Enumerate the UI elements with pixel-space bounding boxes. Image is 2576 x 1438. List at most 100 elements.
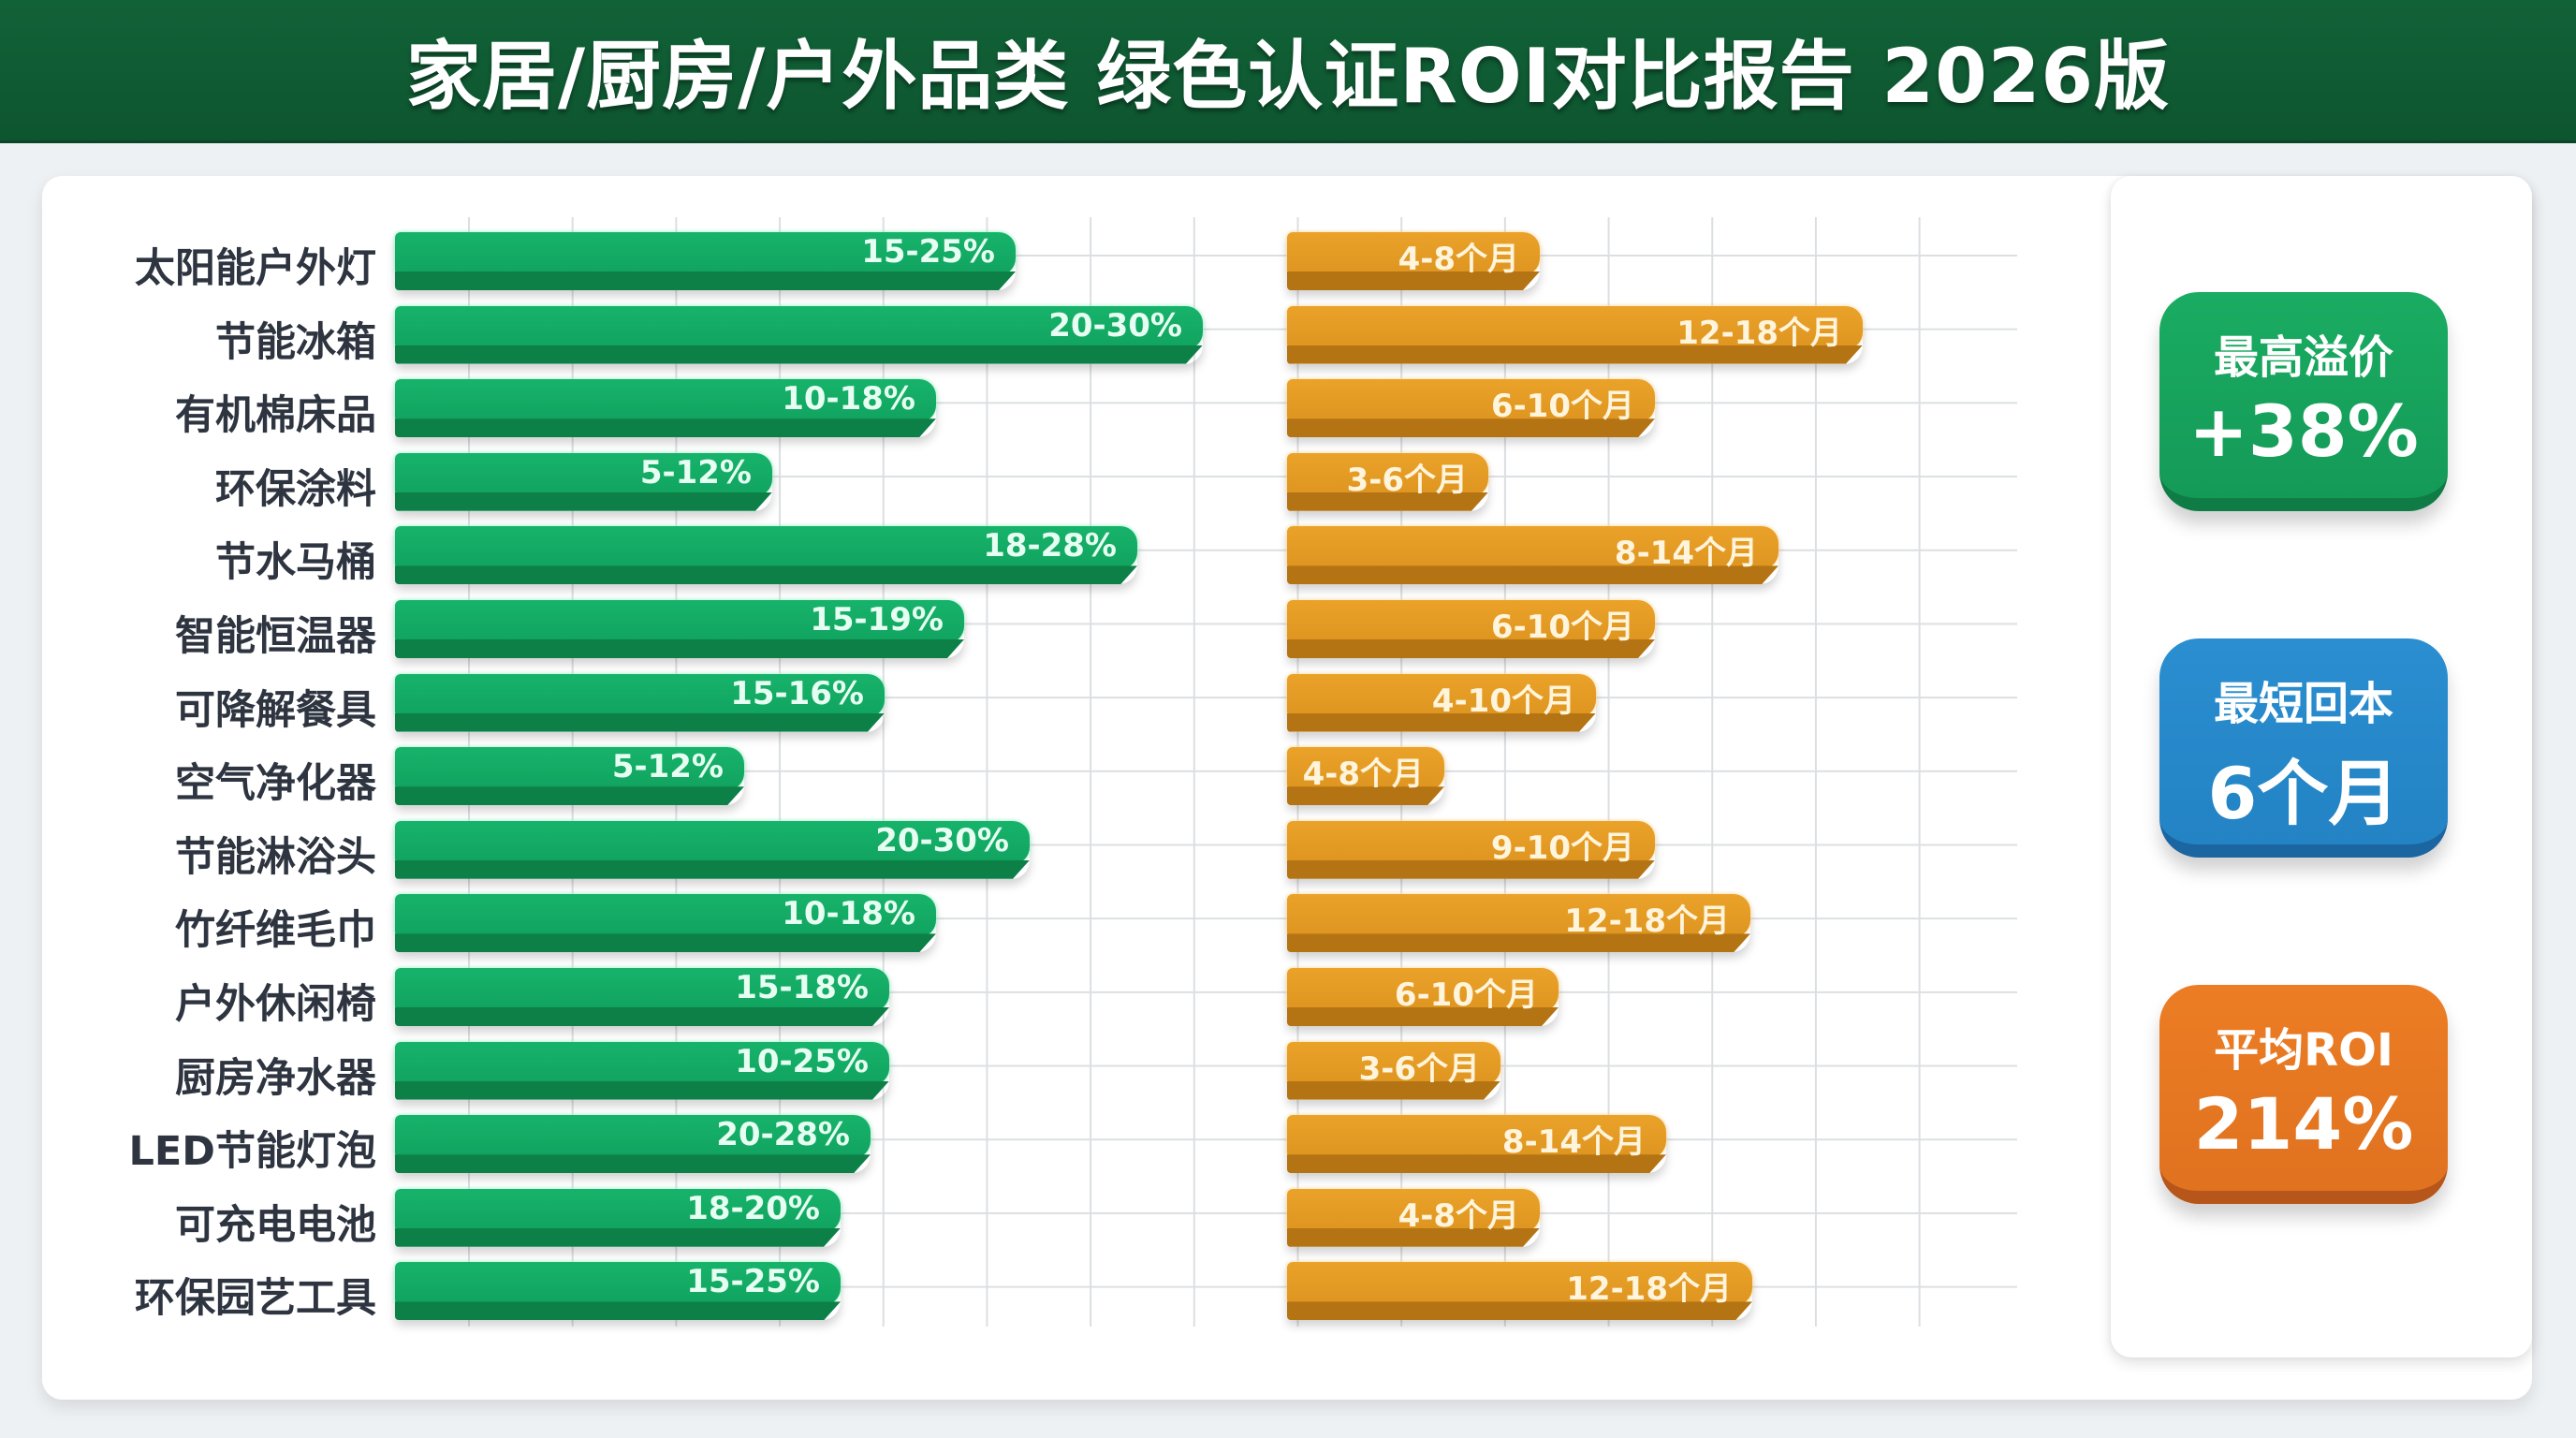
category-label: 可降解餐具 bbox=[175, 686, 376, 734]
premium-bar: 10-18% bbox=[395, 894, 936, 952]
bar-value-label: 5-12% bbox=[611, 748, 724, 786]
bar-face bbox=[1287, 379, 1655, 423]
bar-value-label: 4-10个月 bbox=[1431, 682, 1575, 720]
kpi-average-roi: 平均ROI 214% bbox=[2159, 985, 2448, 1204]
bar-value-label: 10-18% bbox=[782, 895, 915, 933]
premium-bar: 15-19% bbox=[395, 600, 964, 658]
category-label: 环保园艺工具 bbox=[135, 1275, 376, 1323]
payback-bar: 12-18个月 bbox=[1287, 894, 1750, 952]
bar-side bbox=[1287, 565, 1778, 584]
premium-bar: 15-25% bbox=[395, 1262, 841, 1320]
bar-face bbox=[1287, 1041, 1500, 1085]
bar-side bbox=[395, 639, 964, 658]
bar-side bbox=[395, 1301, 841, 1320]
bar-face bbox=[1287, 1188, 1540, 1232]
bar-value-label: 20-28% bbox=[716, 1116, 850, 1154]
chart-row: 可充电电池 18-20% 4-8个月 bbox=[0, 1188, 2576, 1249]
bar-value-label: 9-10个月 bbox=[1490, 829, 1634, 867]
bar-side bbox=[1287, 271, 1540, 290]
category-label: 可充电电池 bbox=[175, 1201, 376, 1249]
bar-face bbox=[395, 379, 936, 423]
kpi-title: 平均ROI bbox=[2214, 1024, 2393, 1077]
bar-face bbox=[395, 820, 1030, 864]
category-label: 厨房净水器 bbox=[175, 1054, 376, 1102]
bar-face bbox=[395, 673, 885, 717]
premium-bar: 5-12% bbox=[395, 747, 744, 805]
bar-face bbox=[1287, 673, 1596, 717]
bar-value-label: 8-14个月 bbox=[1501, 1123, 1646, 1162]
payback-bar: 9-10个月 bbox=[1287, 820, 1655, 879]
bar-value-label: 6-10个月 bbox=[1490, 388, 1634, 426]
report-title: 家居/厨房/户外品类 绿色认证ROI对比报告 2026版 bbox=[405, 33, 2171, 120]
payback-bar: 6-10个月 bbox=[1287, 600, 1655, 658]
premium-bar: 18-20% bbox=[395, 1188, 841, 1247]
bar-side bbox=[395, 1007, 889, 1026]
bar-face bbox=[395, 894, 936, 938]
bar-value-label: 15-16% bbox=[730, 674, 864, 712]
bar-face bbox=[1287, 968, 1559, 1011]
chart-row: 户外休闲椅 15-18% 6-10个月 bbox=[0, 968, 2576, 1028]
chart-row: 智能恒温器 15-19% 6-10个月 bbox=[0, 600, 2576, 660]
premium-bar: 15-16% bbox=[395, 673, 885, 732]
bar-side bbox=[1287, 418, 1655, 437]
bar-side bbox=[1287, 1154, 1666, 1173]
chart-row: 太阳能户外灯 15-25% 4-8个月 bbox=[0, 232, 2576, 292]
bar-face bbox=[1287, 526, 1778, 570]
kpi-title: 最高溢价 bbox=[2213, 331, 2393, 384]
category-label: 节能淋浴头 bbox=[175, 833, 376, 881]
bar-side bbox=[395, 345, 1203, 364]
bar-side bbox=[1287, 345, 1863, 364]
bar-side bbox=[395, 933, 936, 952]
premium-bar: 10-25% bbox=[395, 1041, 889, 1100]
bar-face bbox=[395, 526, 1137, 570]
payback-bar: 4-8个月 bbox=[1287, 747, 1444, 805]
premium-bar: 20-28% bbox=[395, 1115, 871, 1173]
bar-face bbox=[1287, 232, 1540, 275]
bar-value-label: 20-30% bbox=[875, 821, 1009, 859]
chart-row: 空气净化器 5-12% 4-8个月 bbox=[0, 747, 2576, 807]
bar-face bbox=[1287, 305, 1863, 349]
bar-value-label: 12-18个月 bbox=[1566, 1270, 1732, 1309]
bar-side bbox=[1287, 492, 1488, 511]
premium-bar: 15-25% bbox=[395, 232, 1016, 290]
bar-side bbox=[395, 1228, 841, 1247]
payback-bar: 4-8个月 bbox=[1287, 232, 1540, 290]
bar-face bbox=[395, 968, 889, 1011]
bar-face bbox=[1287, 1262, 1752, 1306]
bar-side bbox=[1287, 1007, 1559, 1026]
bar-face bbox=[395, 452, 772, 496]
payback-bar: 12-18个月 bbox=[1287, 305, 1863, 364]
bar-side bbox=[1287, 860, 1655, 879]
premium-bar: 18-28% bbox=[395, 526, 1137, 584]
report-header: 家居/厨房/户外品类 绿色认证ROI对比报告 2026版 bbox=[0, 0, 2576, 143]
bar-value-label: 4-8个月 bbox=[1398, 241, 1519, 278]
chart-row: 节水马桶 18-28% 8-14个月 bbox=[0, 526, 2576, 586]
chart-row: 有机棉床品 10-18% 6-10个月 bbox=[0, 379, 2576, 439]
payback-bar: 4-8个月 bbox=[1287, 1188, 1540, 1247]
payback-bar: 3-6个月 bbox=[1287, 1041, 1500, 1100]
bar-face bbox=[1287, 600, 1655, 643]
category-label: 竹纤维毛巾 bbox=[175, 907, 376, 955]
bar-value-label: 18-20% bbox=[686, 1189, 820, 1227]
bar-side bbox=[1287, 639, 1655, 658]
payback-bar: 12-18个月 bbox=[1287, 1262, 1752, 1320]
bar-side bbox=[395, 860, 1030, 879]
category-label: 户外休闲椅 bbox=[175, 981, 376, 1028]
category-label: 智能恒温器 bbox=[175, 613, 376, 660]
bar-face bbox=[395, 1041, 889, 1085]
bar-side bbox=[395, 565, 1137, 584]
category-label: 空气净化器 bbox=[175, 760, 376, 808]
payback-bar: 6-10个月 bbox=[1287, 968, 1559, 1026]
chart-row: 环保涂料 5-12% 3-6个月 bbox=[0, 452, 2576, 513]
chart-row: 厨房净水器 10-25% 3-6个月 bbox=[0, 1041, 2576, 1102]
bar-value-label: 12-18个月 bbox=[1564, 902, 1730, 941]
payback-bar: 8-14个月 bbox=[1287, 526, 1778, 584]
payback-bar: 4-10个月 bbox=[1287, 673, 1596, 732]
bar-value-label: 4-8个月 bbox=[1398, 1196, 1519, 1235]
payback-bar: 8-14个月 bbox=[1287, 1115, 1666, 1173]
chart-row: 节能淋浴头 20-30% 9-10个月 bbox=[0, 820, 2576, 881]
chart-row: LED节能灯泡 20-28% 8-14个月 bbox=[0, 1115, 2576, 1175]
category-label: 有机棉床品 bbox=[175, 392, 376, 440]
category-label: 太阳能户外灯 bbox=[135, 245, 376, 292]
bar-side bbox=[395, 492, 772, 511]
